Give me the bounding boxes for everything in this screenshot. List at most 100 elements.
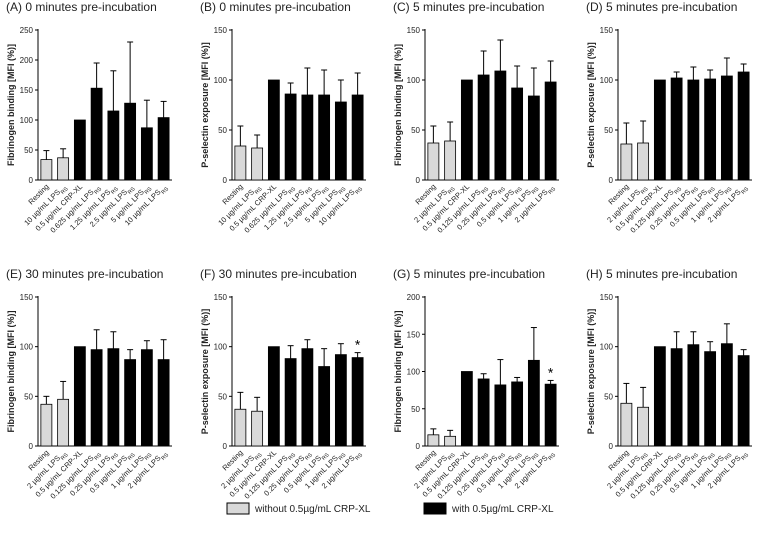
significance-marker: * — [548, 364, 554, 380]
bar — [124, 102, 137, 181]
chart-panel: (D) 5 minutes pre-incubation P-selectin e… — [586, 0, 752, 237]
bar — [107, 110, 120, 181]
bar — [527, 95, 540, 181]
panels: (A) 0 minutes pre-incubation Fibrinogen b… — [6, 0, 752, 503]
bar — [334, 101, 347, 181]
y-tick-label: 150 — [407, 26, 421, 35]
bar — [90, 87, 103, 181]
bar — [737, 71, 750, 181]
legend-swatch-without — [226, 502, 250, 515]
y-tick-label: 50 — [218, 126, 227, 135]
y-tick-label: 0 — [416, 176, 421, 185]
bar — [737, 355, 750, 447]
y-axis-label: P-selectin exposure [MFI (%)] — [586, 309, 596, 435]
bar — [284, 358, 297, 447]
legend-swatch-with — [423, 502, 447, 515]
bar — [511, 381, 524, 447]
bar — [140, 349, 153, 447]
bar — [234, 408, 247, 447]
bar — [494, 70, 507, 181]
bar — [670, 77, 683, 181]
bar — [301, 348, 314, 447]
y-axis-label: P-selectin exposure [MFI (%)] — [200, 309, 210, 435]
y-tick-label: 100 — [20, 116, 34, 125]
y-tick-label: 50 — [218, 392, 227, 401]
y-tick-label: 100 — [20, 343, 34, 352]
bar — [637, 142, 650, 181]
chart-panel: (F) 30 minutes pre-incubation P-selectin … — [200, 267, 366, 503]
bar — [318, 366, 331, 447]
y-tick-label: 150 — [214, 26, 228, 35]
bar — [460, 371, 473, 447]
bar — [477, 74, 490, 181]
y-tick-label: 0 — [29, 176, 34, 185]
bar — [427, 434, 440, 447]
chart-panel: (G) 5 minutes pre-incubation Fibrinogen b… — [393, 267, 559, 503]
y-tick-label: 50 — [411, 126, 420, 135]
y-tick-label: 100 — [407, 368, 421, 377]
bar — [267, 79, 280, 181]
bar — [157, 359, 170, 447]
y-tick-label: 0 — [29, 442, 34, 451]
y-tick-label: 0 — [609, 176, 614, 185]
panel-title: (G) 5 minutes pre-incubation — [393, 267, 545, 281]
y-tick-label: 200 — [407, 293, 421, 302]
y-tick-label: 0 — [416, 442, 421, 451]
bar — [444, 435, 457, 447]
y-tick-label: 100 — [600, 76, 614, 85]
y-tick-label: 50 — [604, 126, 613, 135]
panel-title: (D) 5 minutes pre-incubation — [586, 0, 737, 14]
bar — [107, 348, 120, 447]
bar — [527, 359, 540, 447]
chart-panel: (B) 0 minutes pre-incubation P-selectin e… — [200, 0, 366, 237]
bar — [720, 75, 733, 181]
panel-title: (E) 30 minutes pre-incubation — [6, 267, 163, 281]
legend-label-without: without 0.5µg/mL CRP-XL — [254, 504, 371, 515]
bar — [511, 87, 524, 181]
panel-title: (A) 0 minutes pre-incubation — [6, 0, 157, 14]
bar — [267, 346, 280, 447]
bar — [40, 403, 53, 447]
bar — [157, 117, 170, 181]
y-tick-label: 50 — [411, 405, 420, 414]
y-tick-label: 0 — [223, 442, 228, 451]
y-tick-label: 150 — [600, 293, 614, 302]
y-tick-label: 50 — [604, 392, 613, 401]
y-axis-label: Fibrinogen binding [MFI (%)] — [6, 311, 16, 433]
bar — [687, 344, 700, 447]
bar — [444, 140, 457, 181]
y-axis-label: P-selectin exposure [MFI (%)] — [200, 42, 210, 168]
y-tick-label: 100 — [214, 76, 228, 85]
y-tick-label: 0 — [609, 442, 614, 451]
bar — [40, 159, 53, 181]
bar — [620, 402, 633, 447]
bar — [544, 81, 557, 181]
bar — [427, 142, 440, 181]
bar — [351, 357, 364, 447]
bar — [90, 349, 103, 447]
bar — [73, 346, 86, 447]
bar — [301, 94, 314, 181]
bar — [140, 127, 153, 181]
panel-title: (H) 5 minutes pre-incubation — [586, 267, 737, 281]
y-tick-label: 0 — [223, 176, 228, 185]
chart-panel: (A) 0 minutes pre-incubation Fibrinogen b… — [6, 0, 172, 237]
y-tick-label: 100 — [407, 76, 421, 85]
y-tick-label: 150 — [214, 293, 228, 302]
bar — [494, 384, 507, 447]
y-axis-label: Fibrinogen binding [MFI (%)] — [393, 311, 403, 433]
bar — [620, 143, 633, 181]
bar — [653, 346, 666, 447]
y-tick-label: 100 — [600, 343, 614, 352]
bar — [351, 94, 364, 181]
bar — [637, 406, 650, 447]
bar — [251, 410, 264, 447]
chart-panel: (H) 5 minutes pre-incubation P-selectin e… — [586, 267, 752, 503]
y-tick-label: 150 — [407, 330, 421, 339]
bar — [234, 145, 247, 181]
bar — [704, 351, 717, 447]
bar — [653, 79, 666, 181]
legend: without 0.5µg/mL CRP-XL with 0.5µg/mL CR… — [226, 502, 554, 515]
panel-title: (C) 5 minutes pre-incubation — [393, 0, 544, 14]
